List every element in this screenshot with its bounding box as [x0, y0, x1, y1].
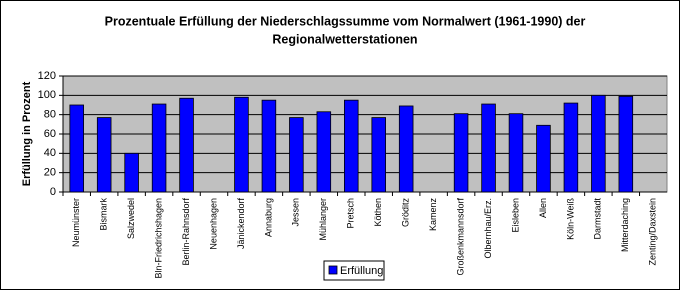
x-tick-label: Köln-Weiß — [565, 198, 575, 240]
x-tick-label: Salzwedel — [126, 198, 136, 239]
legend-label: Erfüllung — [340, 265, 383, 277]
bar — [344, 99, 359, 193]
x-tick-label: Mitterdaching — [620, 198, 630, 252]
bar — [261, 99, 277, 193]
x-tick-label: Neuenhagen — [208, 198, 218, 250]
x-tick-label: Gröditz — [401, 198, 411, 228]
y-tick-label: 40 — [44, 147, 56, 159]
bar — [398, 105, 414, 193]
bar — [508, 113, 524, 193]
bar — [481, 103, 496, 193]
bar — [591, 94, 606, 193]
x-tick-label: Bln-Friedrichshagen — [153, 198, 163, 279]
x-tick-label: Zenting/Daxstein — [648, 198, 658, 266]
chart-title: Prozentuale Erfüllung der Niederschlagss… — [105, 14, 586, 28]
y-axis-label: Erfüllung in Prozent — [21, 81, 33, 186]
chart-subtitle: Regionalwetterstationen — [272, 32, 417, 46]
x-tick-label: Eisleben — [510, 198, 520, 233]
x-tick-label: Jänickendorf — [236, 198, 246, 250]
bar — [234, 96, 249, 193]
y-tick-label: 0 — [50, 186, 56, 198]
x-tick-label: Berlin-Rahnsdorf — [181, 198, 191, 266]
y-tick-label: 100 — [38, 89, 56, 101]
x-tick-label: Jessen — [291, 198, 301, 227]
x-tick-label: Pretsch — [346, 198, 356, 229]
bar — [453, 113, 469, 193]
bar — [124, 152, 139, 193]
bar — [563, 102, 579, 193]
bar — [536, 124, 551, 193]
x-tick-label: Köthen — [373, 198, 383, 227]
bar — [151, 103, 167, 193]
bar — [96, 117, 112, 193]
bar — [69, 104, 84, 193]
x-tick-label: Olbernhau/Erz. — [483, 198, 493, 259]
y-tick-label: 20 — [44, 167, 56, 179]
x-tick-label: Darmstadt — [593, 198, 603, 240]
bar — [316, 111, 332, 193]
bar — [289, 117, 304, 193]
x-tick-label: Großenkmannsdorf — [455, 198, 465, 276]
x-tick-label: Mühlanger — [318, 198, 328, 241]
y-tick-label: 120 — [38, 70, 56, 82]
bar — [618, 95, 634, 193]
y-tick-label: 60 — [44, 128, 56, 140]
legend-box — [323, 260, 385, 281]
legend-swatch — [328, 265, 338, 275]
x-tick-label: Neumünster — [71, 198, 81, 247]
y-tick-label: 80 — [44, 109, 56, 121]
x-tick-label: Kamenz — [428, 198, 438, 232]
bar — [371, 117, 386, 193]
bar — [179, 97, 194, 193]
x-tick-label: Allen — [538, 198, 548, 218]
x-tick-label: Annaburg — [263, 198, 273, 237]
x-tick-label: Bismark — [99, 198, 109, 231]
